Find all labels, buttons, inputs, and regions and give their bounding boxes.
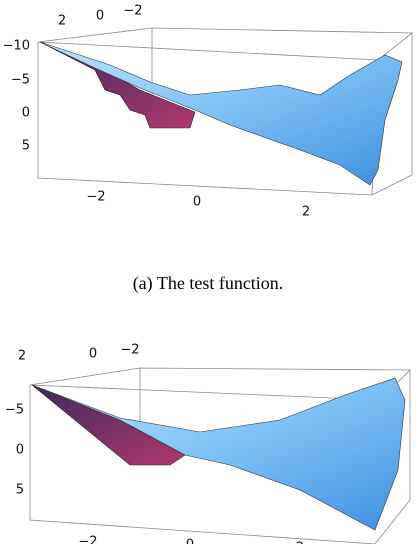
bottom-tick: −2 bbox=[86, 190, 105, 205]
surface-under bbox=[39, 41, 196, 129]
surface-under bbox=[31, 384, 186, 466]
bottom-tick: 2 bbox=[296, 541, 304, 544]
top-tick: −2 bbox=[120, 343, 139, 358]
bottom-tick: 2 bbox=[302, 205, 310, 220]
panel-b bbox=[29, 367, 411, 544]
top-tick: 0 bbox=[96, 9, 104, 24]
left-tick: −5 bbox=[5, 403, 24, 418]
left-tick: −10 bbox=[3, 39, 30, 54]
bottom-tick: −2 bbox=[78, 535, 97, 544]
top-tick: −2 bbox=[123, 4, 142, 19]
left-tick: 0 bbox=[22, 106, 30, 121]
panel-a bbox=[37, 27, 414, 196]
left-tick: 5 bbox=[16, 483, 24, 498]
box-top bbox=[37, 27, 414, 61]
box-sides bbox=[29, 370, 411, 544]
surface bbox=[39, 41, 403, 186]
top-tick: 0 bbox=[89, 347, 97, 362]
bottom-tick: 0 bbox=[193, 195, 201, 210]
left-tick: 5 bbox=[22, 139, 30, 154]
caption: (a) The test function. bbox=[133, 273, 284, 294]
surface bbox=[31, 377, 406, 531]
top-tick: 2 bbox=[58, 14, 66, 29]
left-tick: −5 bbox=[11, 73, 30, 88]
bottom-tick: 0 bbox=[186, 538, 194, 544]
top-tick: 2 bbox=[18, 349, 26, 364]
left-tick: 0 bbox=[16, 443, 24, 458]
